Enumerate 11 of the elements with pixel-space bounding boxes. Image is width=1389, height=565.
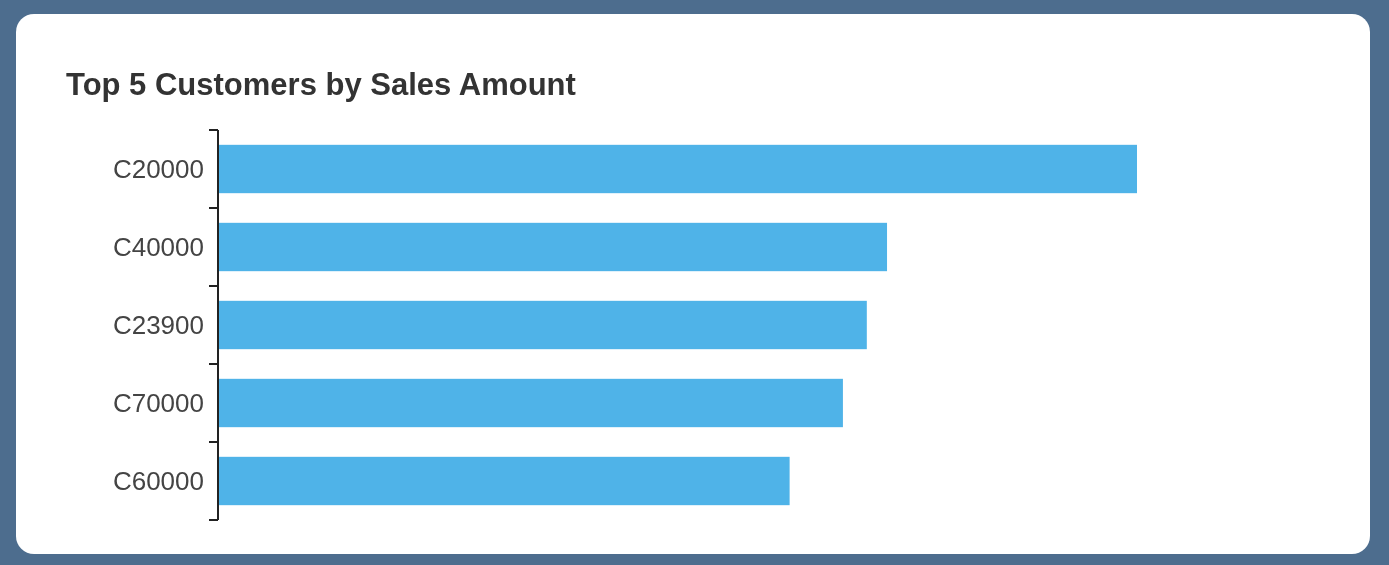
bar xyxy=(218,144,1137,194)
bar xyxy=(218,378,843,428)
bar xyxy=(218,222,888,272)
bar xyxy=(218,300,867,350)
bar xyxy=(218,456,790,506)
chart-title: Top 5 Customers by Sales Amount xyxy=(66,67,576,102)
y-tick-label: C60000 xyxy=(112,466,204,497)
y-tick-label: C70000 xyxy=(112,388,204,419)
y-tick-label: C40000 xyxy=(112,232,204,263)
y-tick-label: C20000 xyxy=(112,154,204,185)
y-tick-label: C23900 xyxy=(112,310,204,341)
